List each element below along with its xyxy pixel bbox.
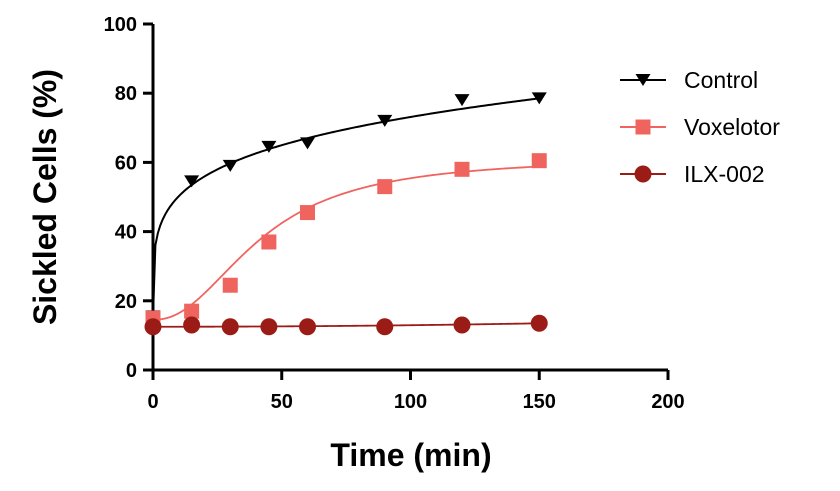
legend: Control Voxelotor ILX-002 — [620, 67, 780, 187]
x-axis-title: Time (min) — [330, 437, 491, 473]
data-point-voxelotor — [377, 179, 393, 195]
y-tick-label: 60 — [115, 152, 137, 174]
x-tick-label: 100 — [394, 391, 427, 413]
data-point-voxelotor — [222, 277, 238, 293]
data-point-control — [184, 175, 200, 188]
data-point-ilx-002 — [221, 318, 239, 336]
y-tick-label: 20 — [115, 291, 137, 313]
fit-curve-voxelotor — [152, 165, 540, 321]
y-tick-label: 80 — [115, 83, 137, 105]
fit-curve-ilx-002 — [153, 322, 540, 328]
y-tick-label: 40 — [115, 222, 137, 244]
data-point-control — [377, 114, 393, 127]
data-point-control — [222, 159, 238, 172]
axes: 0 50 100 150 200 0 20 40 60 80 100 — [104, 14, 685, 413]
legend-marker-ilx-002 — [634, 165, 652, 183]
x-tick-label: 50 — [271, 391, 293, 413]
x-tick-label: 0 — [147, 391, 158, 413]
legend-label-control: Control — [684, 67, 758, 93]
fit-curves — [152, 97, 540, 328]
data-point-ilx-002 — [260, 318, 278, 336]
y-tick-label: 0 — [126, 360, 137, 382]
legend-label-ilx-002: ILX-002 — [684, 161, 765, 187]
data-point-ilx-002 — [144, 318, 162, 336]
data-point-voxelotor — [454, 161, 470, 177]
data-point-ilx-002 — [376, 318, 394, 336]
data-markers — [144, 92, 548, 336]
x-tick-label: 200 — [651, 391, 684, 413]
data-point-ilx-002 — [183, 316, 201, 334]
data-point-ilx-002 — [530, 314, 548, 332]
data-point-voxelotor — [261, 234, 277, 250]
fit-curve-control — [152, 97, 540, 317]
legend-label-voxelotor: Voxelotor — [684, 114, 780, 140]
data-point-control — [454, 94, 470, 107]
data-point-voxelotor — [300, 205, 315, 221]
y-tick-label: 100 — [104, 14, 137, 36]
y-axis-title: Sickled Cells (%) — [27, 69, 63, 325]
legend-marker-voxelotor — [635, 119, 651, 135]
x-tick-label: 150 — [523, 391, 556, 413]
legend-marker-control — [635, 74, 651, 86]
data-point-ilx-002 — [453, 316, 471, 334]
data-point-ilx-002 — [299, 318, 316, 336]
data-point-control — [531, 92, 547, 105]
data-point-voxelotor — [531, 153, 547, 169]
data-point-control — [261, 140, 277, 153]
data-point-control — [300, 137, 315, 150]
data-point-voxelotor — [184, 303, 200, 319]
